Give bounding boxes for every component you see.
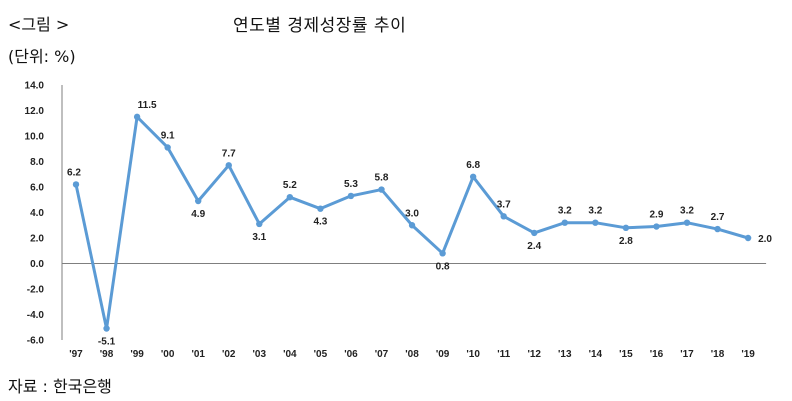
x-tick-label: '11 [497, 349, 510, 360]
x-tick-label: '07 [375, 349, 389, 360]
data-point [72, 181, 80, 188]
x-tick-label: '16 [650, 349, 664, 360]
source-note: 자료 : 한국은행 [8, 377, 112, 396]
y-tick-label: 4.0 [30, 208, 44, 219]
data-point [378, 186, 385, 193]
data-label: 2.7 [711, 212, 725, 223]
data-label: -5.1 [98, 337, 116, 348]
x-tick-label: '00 [161, 349, 175, 360]
y-axis: 14.0 12.0 10.0 8.0 6.0 4.0 2.0 0.0 -2.0 -4.0 -6.0 [25, 81, 63, 347]
chart-title: 연도별 경제성장률 추이 [233, 16, 407, 36]
x-tick-label: '18 [711, 349, 725, 360]
data-label: 6.8 [466, 160, 480, 171]
x-tick-label: '09 [436, 349, 450, 360]
data-label: 4.3 [313, 217, 327, 228]
data-labels: 6.2 -5.1 11.5 9.1 4.9 7.7 3.1 5.2 4.3 5.3 5.8 3.0 0.… [67, 100, 772, 348]
data-label: 5.8 [375, 173, 389, 184]
data-label: 3.7 [497, 199, 511, 210]
x-tick-label: '98 [100, 349, 114, 360]
x-tick-label: '99 [130, 349, 144, 360]
x-tick-label: '15 [619, 349, 633, 360]
data-point [531, 229, 538, 237]
data-point [683, 219, 691, 226]
data-label: 9.1 [161, 130, 175, 141]
unit-label: (단위: %) [8, 47, 76, 66]
data-point [133, 113, 141, 121]
y-tick-label: -4.0 [27, 310, 45, 321]
x-tick-label: '14 [589, 349, 603, 360]
y-tick-label: 8.0 [30, 157, 44, 168]
data-label: 2.9 [649, 210, 663, 221]
x-tick-label: '10 [466, 349, 480, 360]
data-point [469, 173, 477, 180]
data-label: 5.3 [344, 179, 358, 190]
data-point [408, 222, 416, 229]
data-point [622, 224, 630, 231]
data-label: 4.9 [191, 209, 205, 220]
data-label: 5.2 [283, 180, 297, 191]
y-tick-label: 6.0 [30, 183, 44, 194]
data-label: 3.2 [680, 206, 694, 217]
data-point [592, 219, 599, 226]
y-tick-label: 0.0 [30, 259, 44, 270]
data-label: 3.1 [252, 232, 266, 243]
x-tick-label: '06 [344, 349, 358, 360]
data-label: 2.0 [758, 234, 772, 245]
data-point [347, 192, 355, 200]
data-label: 3.2 [588, 206, 602, 217]
x-tick-label: '02 [222, 349, 236, 360]
data-label: 2.4 [527, 241, 541, 252]
data-point [256, 220, 263, 228]
x-tick-label: '03 [253, 349, 267, 360]
data-label: 6.2 [67, 167, 81, 178]
data-points [72, 113, 752, 332]
x-tick-label: '97 [69, 349, 83, 360]
data-point [561, 219, 568, 226]
data-label: 3.2 [558, 206, 572, 217]
data-point [103, 325, 110, 332]
data-point [195, 197, 202, 205]
data-label: 2.8 [619, 236, 633, 247]
y-tick-label: 2.0 [30, 234, 44, 245]
data-point [744, 234, 752, 242]
y-tick-label: -6.0 [27, 336, 45, 347]
x-tick-label: '13 [558, 349, 572, 360]
data-label: 11.5 [138, 100, 157, 111]
data-point [439, 250, 446, 257]
x-tick-label: '17 [680, 349, 694, 360]
data-label: 7.7 [222, 148, 236, 159]
x-tick-label: '12 [527, 349, 541, 360]
y-tick-label: 14.0 [25, 81, 45, 92]
x-tick-label: '08 [405, 349, 419, 360]
data-point [164, 144, 171, 151]
figure-label: <그림 > [8, 15, 70, 34]
y-tick-label: -2.0 [27, 285, 45, 296]
y-tick-label: 10.0 [25, 132, 45, 143]
y-tick-label: 12.0 [25, 106, 45, 117]
x-tick-label: '04 [283, 349, 297, 360]
data-label: 0.8 [436, 261, 450, 272]
data-point [653, 223, 660, 230]
x-axis: '97 '98 '99 '00 '01 '02 '03 '04 '05 '06 '07 '08 '09 '… [62, 263, 767, 360]
data-point [225, 162, 232, 169]
data-label: 3.0 [405, 208, 419, 219]
x-tick-label: '19 [741, 349, 755, 360]
x-tick-label: '01 [191, 349, 205, 360]
data-point [714, 225, 721, 233]
data-point [500, 213, 507, 220]
data-point [286, 194, 294, 201]
x-tick-label: '05 [314, 349, 328, 360]
data-point [317, 205, 324, 212]
